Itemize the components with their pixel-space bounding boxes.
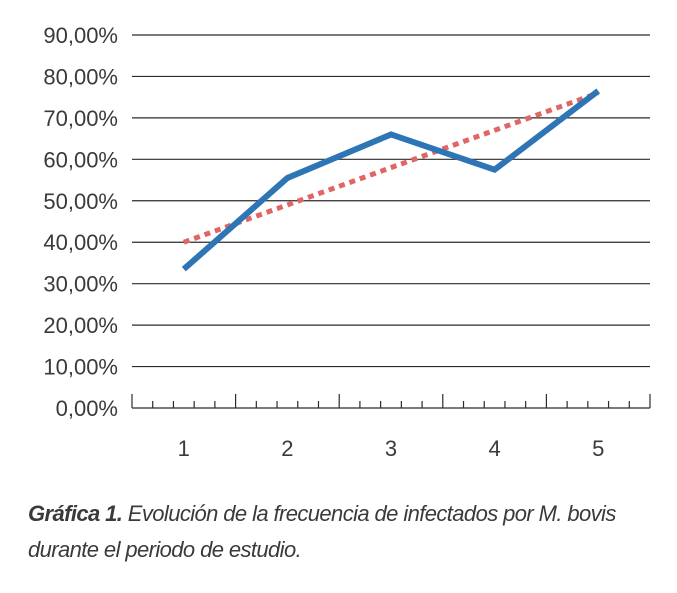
x-tick-label: 1 [178, 436, 190, 461]
data-series-line [181, 88, 601, 272]
caption-text: Evolución de la frecuencia de infectados… [28, 501, 616, 562]
x-axis-tick-labels: 1 2 3 4 5 [178, 436, 605, 461]
y-tick-label: 20,00% [43, 313, 118, 338]
y-tick-label: 70,00% [43, 106, 118, 131]
x-axis [131, 394, 651, 409]
y-tick-label: 40,00% [43, 230, 118, 255]
y-tick-label: 30,00% [43, 272, 118, 297]
x-tick-label: 5 [592, 436, 604, 461]
x-tick-label: 2 [281, 436, 293, 461]
y-tick-label: 10,00% [43, 355, 118, 380]
caption-lead: Gráfica 1. [28, 501, 123, 526]
x-tick-label: 4 [488, 436, 500, 461]
y-tick-label: 80,00% [43, 64, 118, 89]
trendline-series [182, 90, 600, 245]
figure-caption: Gráfica 1. Evolución de la frecuencia de… [28, 496, 658, 568]
line-chart: 0,00% 10,00% 20,00% 30,00% 40,00% 50,00% 60,00… [43, 23, 651, 461]
x-tick-label: 3 [385, 436, 397, 461]
series-lines [181, 88, 601, 272]
y-tick-label: 60,00% [43, 147, 118, 172]
y-tick-label: 0,00% [56, 396, 118, 421]
y-tick-label: 90,00% [43, 23, 118, 48]
y-axis-tick-labels: 0,00% 10,00% 20,00% 30,00% 40,00% 50,00% 60,00… [43, 23, 118, 421]
y-tick-label: 50,00% [43, 189, 118, 214]
gridlines [132, 34, 650, 368]
